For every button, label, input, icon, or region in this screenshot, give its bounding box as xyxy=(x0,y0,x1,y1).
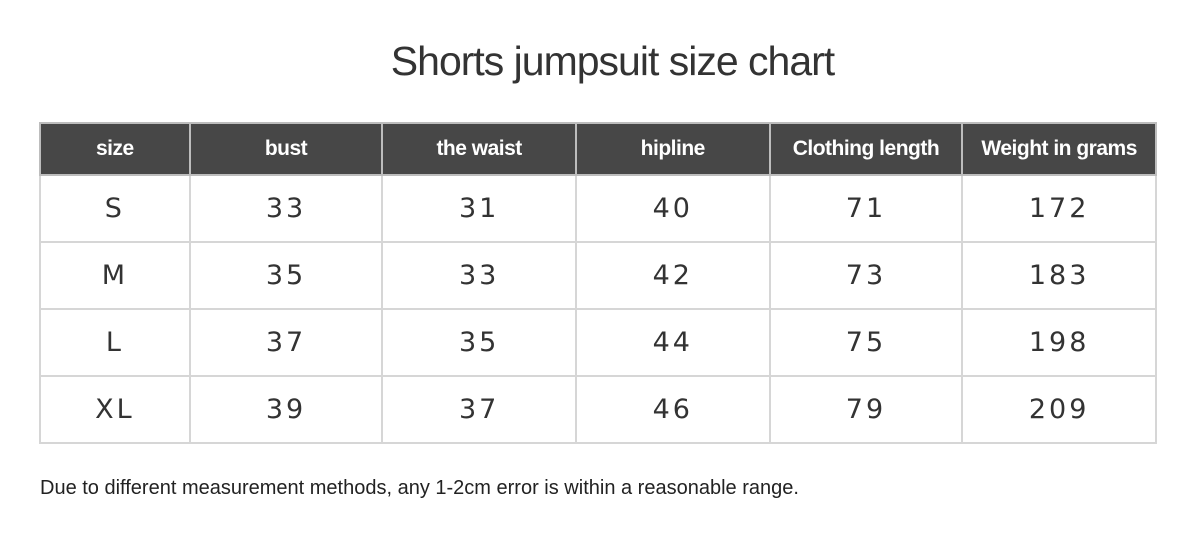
table-row: S 33 31 40 71 172 xyxy=(39,174,1157,243)
table-cell: 172 xyxy=(961,174,1157,243)
table-cell: 183 xyxy=(961,241,1157,310)
table-cell: 198 xyxy=(961,308,1157,377)
column-header: bust xyxy=(188,122,384,176)
table-cell: 42 xyxy=(574,241,771,310)
measurement-note: Due to different measurement methods, an… xyxy=(40,477,799,499)
table-cell: 209 xyxy=(961,375,1157,444)
table-cell: 75 xyxy=(768,308,964,377)
table-cell: XL xyxy=(39,375,191,444)
table-cell: 35 xyxy=(188,241,384,310)
table-cell: 39 xyxy=(188,375,384,444)
size-chart-table: size bust the waist hipline Clothing length W… xyxy=(39,122,1157,444)
table-cell: 37 xyxy=(381,375,577,444)
table-cell: 31 xyxy=(381,174,577,243)
table-cell: 44 xyxy=(574,308,771,377)
table-row: XL 39 37 46 79 209 xyxy=(39,375,1157,444)
column-header: Clothing length xyxy=(768,122,964,176)
table-cell: S xyxy=(39,174,191,243)
table-cell: 73 xyxy=(768,241,964,310)
table-row: L 37 35 44 75 198 xyxy=(39,308,1157,377)
table-cell: 35 xyxy=(381,308,577,377)
column-header: size xyxy=(39,122,191,176)
column-header: the waist xyxy=(381,122,577,176)
table-cell: 79 xyxy=(768,375,964,444)
table-cell: L xyxy=(39,308,191,377)
table-cell: 33 xyxy=(381,241,577,310)
table-cell: 46 xyxy=(574,375,771,444)
table-cell: 71 xyxy=(768,174,964,243)
table-cell: M xyxy=(39,241,191,310)
table-cell: 33 xyxy=(188,174,384,243)
column-header: Weight in grams xyxy=(961,122,1157,176)
table-header-row: size bust the waist hipline Clothing length W… xyxy=(39,122,1157,176)
table-cell: 40 xyxy=(574,174,771,243)
column-header: hipline xyxy=(574,122,771,176)
table-row: M 35 33 42 73 183 xyxy=(39,241,1157,310)
table-cell: 37 xyxy=(188,308,384,377)
page-title: Shorts jumpsuit size chart xyxy=(390,38,835,84)
